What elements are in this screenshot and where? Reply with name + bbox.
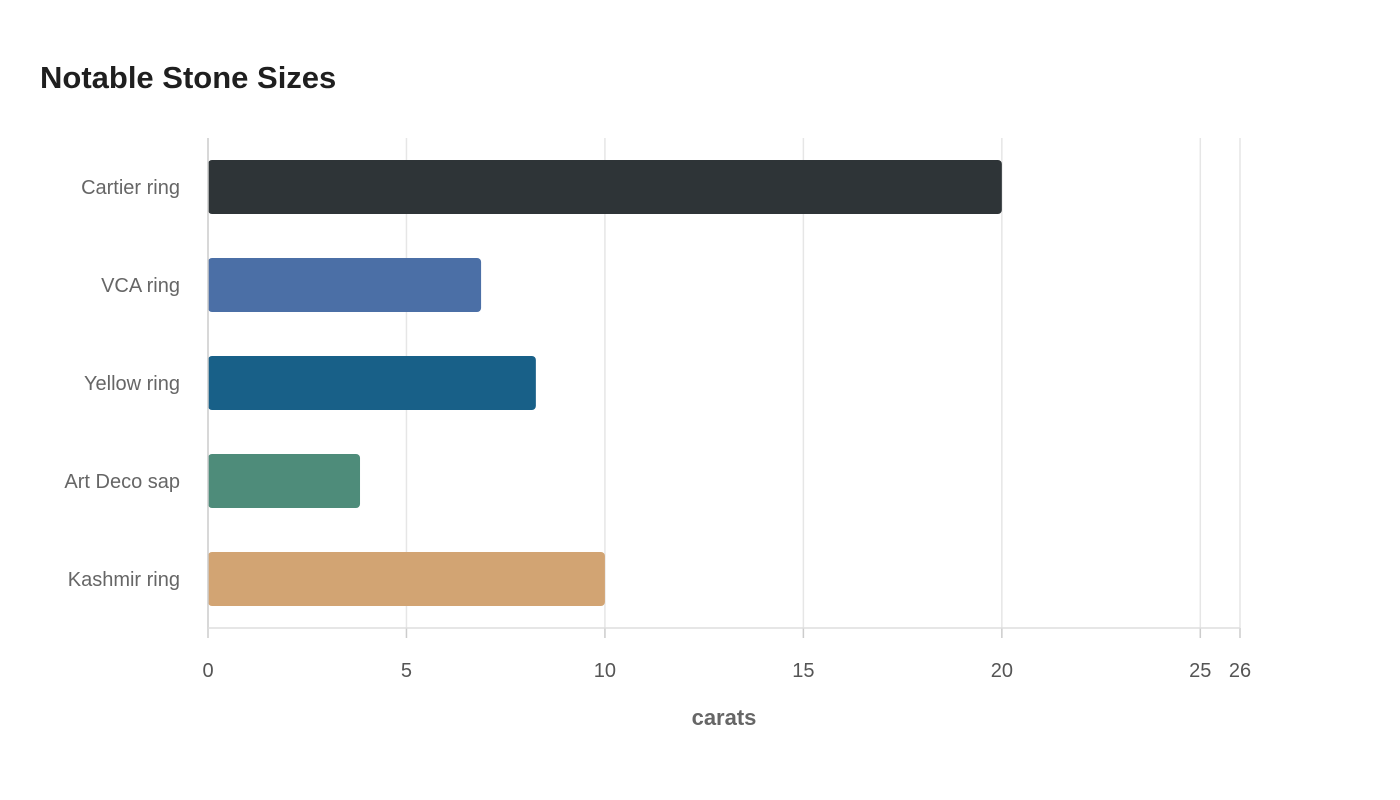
y-category-label: Art Deco sap (64, 471, 180, 493)
x-axis-title: carats (692, 705, 757, 730)
axes (207, 138, 1241, 638)
bar (208, 356, 536, 410)
x-tick-label: 0 (202, 660, 213, 682)
y-category-label: Cartier ring (81, 177, 180, 199)
x-tick-label: 26 (1229, 660, 1251, 682)
y-category-label: VCA ring (101, 275, 180, 297)
labels: 0 5 10 15 20 25 26 Cartier ring VCA ring Yellow r… (64, 177, 1251, 682)
y-category-label: Yellow ring (84, 373, 180, 395)
x-tick-label: 10 (594, 660, 616, 682)
bar (208, 552, 605, 606)
x-tick-label: 25 (1189, 660, 1211, 682)
x-tick-label: 15 (792, 660, 814, 682)
bar (208, 160, 1002, 214)
y-category-label: Kashmir ring (68, 569, 180, 591)
bar (208, 454, 361, 508)
bar (208, 258, 482, 312)
grid-lines (405, 138, 1241, 628)
bars (208, 160, 1002, 606)
x-tick-label: 20 (991, 660, 1013, 682)
chart-title: Notable Stone Sizes (40, 60, 337, 95)
x-tick-label: 5 (401, 660, 412, 682)
